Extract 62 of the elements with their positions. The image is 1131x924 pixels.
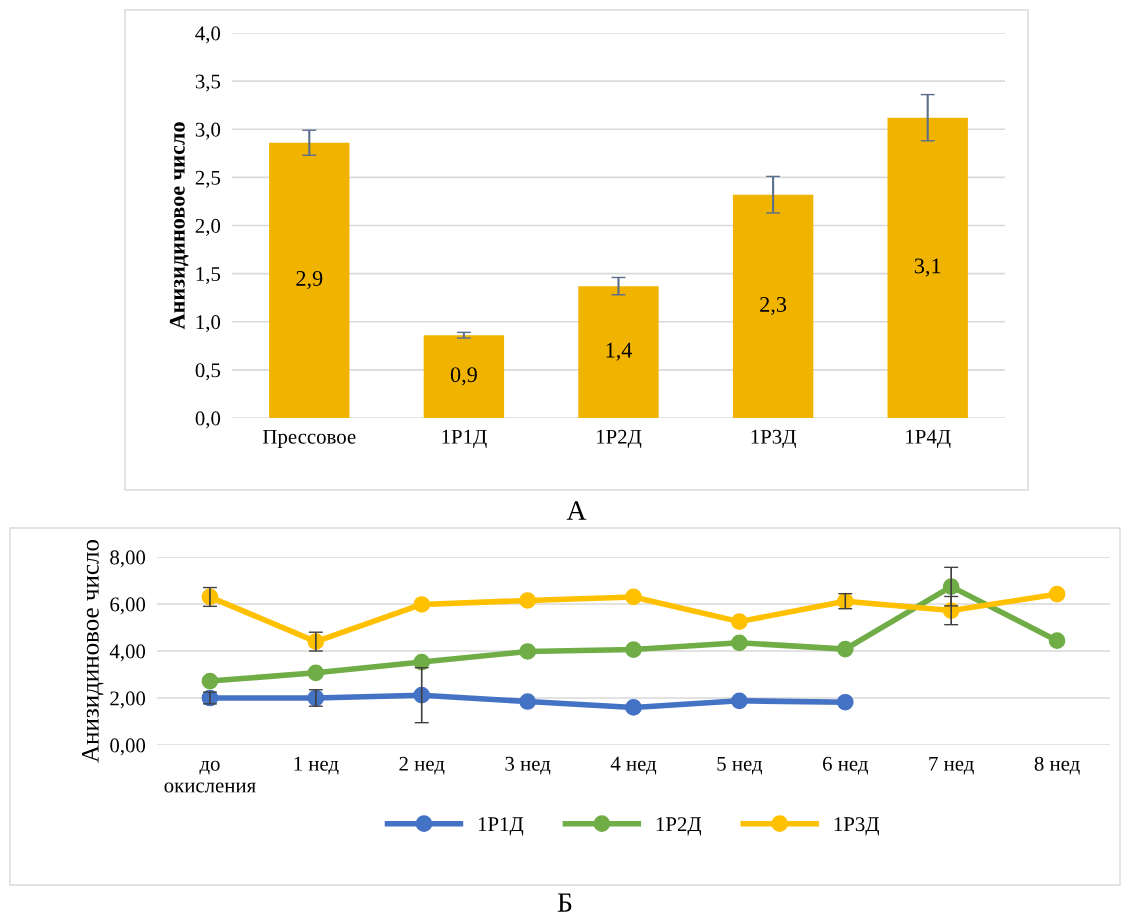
point: [731, 634, 748, 652]
text: А: [566, 501, 587, 520]
point: [201, 672, 219, 690]
legend-label: 1Р3Д: [834, 817, 879, 836]
y-tick-label: 3,0: [195, 122, 221, 140]
bar: [887, 117, 968, 418]
point: [1048, 632, 1066, 649]
x-tick-label: 1Р1Д: [442, 429, 487, 448]
bar: [269, 142, 350, 418]
x-tick-label: 1Р2Д: [597, 429, 642, 448]
x-tick-label: 6 нед: [823, 756, 868, 775]
data-label: 3,1: [914, 258, 941, 277]
x-tick-label: 1Р4Д: [906, 429, 951, 448]
point: [625, 699, 642, 716]
point: [731, 613, 748, 630]
point: [1048, 585, 1066, 603]
point: [731, 692, 748, 710]
y-axis-title: Анизидиновое число: [82, 540, 104, 763]
x-tick-label: 5 нед: [717, 756, 763, 775]
x-tick-label: 3 нед: [505, 756, 551, 775]
y-tick-label: 4,00: [109, 644, 146, 662]
y-tick-label: 6,00: [110, 597, 146, 615]
y-tick-label: 1,5: [196, 267, 221, 285]
point: [519, 643, 536, 660]
text: Б: [557, 893, 572, 912]
y-tick-label: 3,5: [195, 74, 221, 92]
y-tick-label: 0,00: [110, 738, 146, 756]
x-tick-label: 2 нед: [399, 756, 445, 775]
y-tick-label: 2,0: [195, 218, 221, 236]
data-label: 2,3: [760, 296, 787, 316]
bar: [423, 335, 505, 418]
point: [836, 640, 854, 658]
y-tick-label: 4,0: [195, 26, 221, 44]
point: [836, 693, 854, 711]
x-tick-label: 1 нед: [294, 756, 339, 775]
y-tick-label: 0,5: [195, 363, 221, 381]
x-tick-label: 4 нед: [610, 756, 657, 775]
data-label: 0,9: [450, 367, 477, 386]
point: [307, 664, 325, 682]
y-tick-label: 1,0: [196, 315, 221, 333]
legend-label: 1Р2Д: [656, 817, 702, 836]
point: [625, 641, 642, 658]
data-label: 2,9: [296, 270, 323, 290]
legend-label: 1Р1Д: [478, 817, 524, 836]
y-axis-title: Анизидиновое число: [169, 122, 189, 330]
point: [413, 653, 431, 671]
x-tick-label: 1Р3Д: [751, 429, 796, 448]
y-tick-label: 2,00: [110, 691, 146, 709]
y-tick-label: 8,00: [110, 550, 146, 568]
bar: [578, 286, 659, 418]
point: [413, 596, 431, 613]
y-tick-label: 2,5: [195, 170, 221, 188]
x-tick-label: 7 нед: [929, 756, 974, 775]
point: [625, 588, 642, 606]
point: [519, 592, 536, 609]
data-label: 1,4: [606, 342, 633, 361]
bar: [732, 194, 814, 418]
x-tick-label: Прессовое: [263, 429, 356, 448]
x-tick-label: 8 нед: [1034, 756, 1080, 775]
point: [519, 693, 536, 710]
y-tick-label: 0,0: [195, 411, 221, 429]
x-tick-label: до окисления: [164, 760, 256, 793]
